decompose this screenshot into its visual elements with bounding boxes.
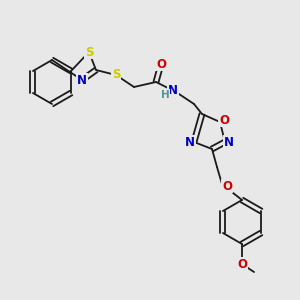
Text: O: O	[219, 113, 229, 127]
Text: S: S	[112, 68, 120, 82]
Text: O: O	[237, 257, 247, 271]
Text: N: N	[224, 136, 234, 148]
Text: N: N	[185, 136, 195, 148]
Text: S: S	[85, 46, 93, 59]
Text: N: N	[168, 83, 178, 97]
Text: H: H	[160, 90, 169, 100]
Text: O: O	[156, 58, 166, 70]
Text: N: N	[77, 74, 87, 86]
Text: O: O	[222, 179, 232, 193]
